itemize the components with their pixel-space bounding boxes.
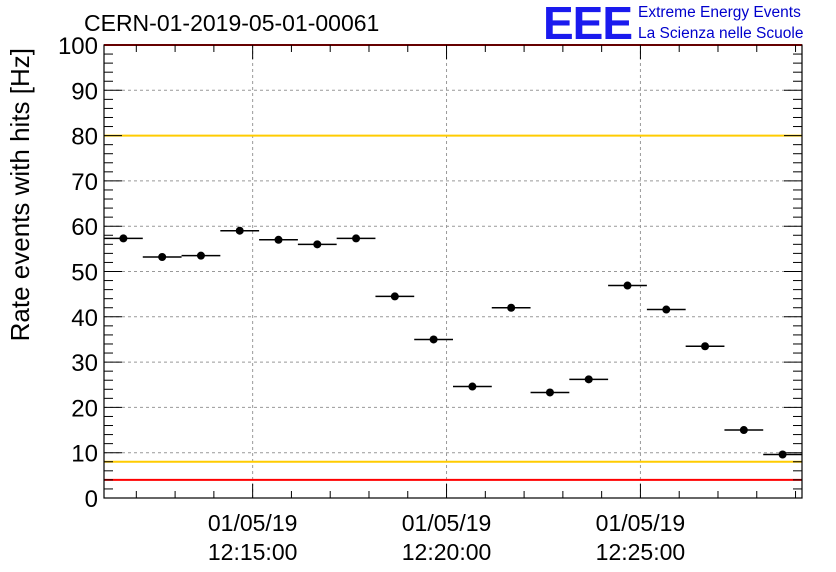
eee-logo: EEE Extreme Energy Events La Scienza nel… [543, 0, 833, 49]
data-point [235, 226, 244, 235]
data-point [429, 335, 438, 344]
data-point [584, 375, 593, 384]
y-axis-label: Rate events with hits [Hz] [5, 48, 35, 341]
data-point [739, 426, 748, 435]
data-points [104, 226, 802, 459]
data-point [545, 388, 554, 397]
y-tick-label: 20 [71, 395, 98, 422]
data-point [662, 305, 671, 314]
y-tick-label: 70 [71, 169, 98, 196]
y-tick-label: 50 [71, 260, 98, 287]
y-tick-label: 80 [71, 124, 98, 151]
y-tick-label: 60 [71, 214, 98, 241]
x-tick-label-date: 01/05/19 [596, 510, 686, 536]
x-tick-label-time: 12:20:00 [402, 539, 492, 565]
data-point [623, 281, 632, 290]
x-tick-label-date: 01/05/19 [208, 510, 298, 536]
x-tick-label-time: 12:25:00 [596, 539, 686, 565]
y-tick-label: 10 [71, 441, 98, 468]
y-tick-label: 90 [71, 78, 98, 105]
y-tick-label: 30 [71, 350, 98, 377]
data-point [352, 234, 361, 243]
x-axis-ticks: 01/05/19 12:15:00 01/05/19 12:20:00 01/05/19… [135, 45, 797, 565]
eee-logo-mark: EEE [543, 0, 633, 49]
data-point [778, 450, 787, 459]
data-point [468, 382, 477, 391]
x-tick-label-date: 01/05/19 [402, 510, 492, 536]
data-point [196, 251, 205, 260]
logo-text-line2: La Scienza nelle Scuole [638, 25, 804, 42]
y-axis-ticks: 0 10 20 30 40 50 60 70 80 90 100 [58, 33, 802, 513]
data-point [313, 240, 322, 249]
data-point [701, 342, 710, 351]
grid-layer [104, 44, 802, 499]
y-tick-label: 0 [85, 486, 98, 513]
x-tick-label-time: 12:15:00 [208, 539, 298, 565]
data-point [274, 235, 283, 244]
data-point [119, 234, 128, 243]
data-point [390, 292, 399, 301]
y-tick-label: 40 [71, 305, 98, 332]
y-tick-label: 100 [58, 33, 98, 60]
reference-lines [104, 44, 802, 481]
logo-text-line1: Extreme Energy Events [638, 4, 801, 21]
run-title: CERN-01-2019-05-01-00061 [84, 10, 380, 36]
data-point [507, 303, 516, 312]
data-point [158, 253, 167, 262]
